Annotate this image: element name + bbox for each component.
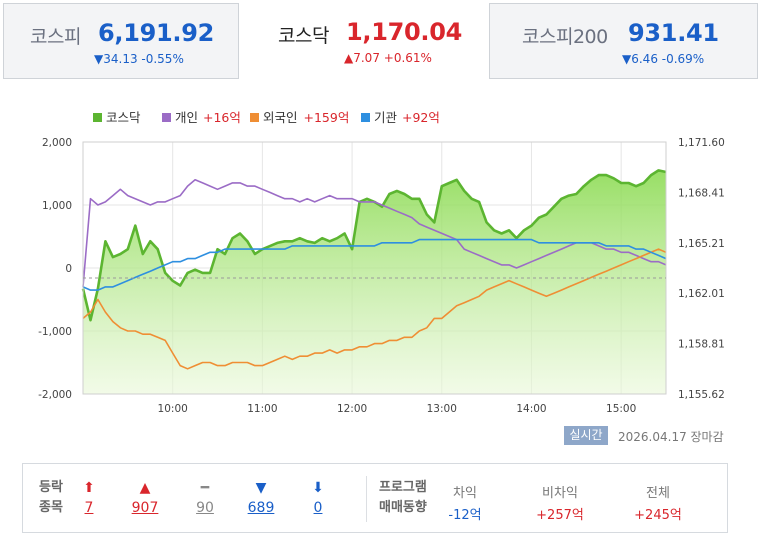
legend-value: +92억	[402, 110, 440, 125]
tab-kospi[interactable]: 코스피 6,191.92 ▼34.13 -0.55%	[3, 3, 239, 79]
y-left-tick: -1,000	[38, 326, 72, 338]
breadth-heading-line2: 종목	[39, 500, 63, 515]
panel-divider	[366, 476, 367, 522]
y-right-tick: 1,165.21	[678, 238, 725, 250]
legend-label: 개인	[175, 110, 198, 125]
decline-icon: ▼	[255, 480, 267, 496]
market-breadth-panel: 등락 종목 ⬆ 7 ▲ 907 ━ 90 ▼ 689 ⬇ 0 프로그램 매매동향 차익 -12억 비차…	[22, 463, 728, 533]
legend-label: 기관	[374, 110, 398, 125]
legend-swatch	[250, 113, 259, 122]
program-label: 비차익	[542, 486, 578, 501]
chart-axes: 2,000 1,000 0 -1,000 -2,000 1,171.60 1,168.41 1…	[38, 137, 725, 415]
tab-kospi200[interactable]: 코스피200 931.41 ▼6.46 -0.69%	[489, 3, 758, 79]
legend-value: +159억	[304, 110, 350, 125]
program-heading-line2: 매매동향	[379, 500, 427, 515]
legend-swatch	[361, 113, 370, 122]
x-tick: 12:00	[337, 403, 367, 415]
advance-icon: ▲	[139, 480, 151, 496]
legend-swatch	[162, 113, 171, 122]
investor-trend-chart: 2,000 1,000 0 -1,000 -2,000 1,171.60 1,168.41 1…	[38, 110, 725, 415]
y-left-tick: 2,000	[42, 137, 72, 149]
y-right-tick: 1,158.81	[678, 339, 725, 351]
index-tabs: 코스피 6,191.92 ▼34.13 -0.55% 코스닥 1,170.04 …	[0, 0, 761, 82]
x-tick: 15:00	[606, 403, 636, 415]
breadth-heading: 등락 종목	[39, 478, 63, 518]
tab-kosdaq[interactable]: 코스닥 1,170.04 ▲7.07 +0.61%	[240, 3, 488, 79]
breadth-count-link[interactable]: 90	[196, 500, 214, 516]
close-timestamp: 2026.04.17 장마감	[618, 430, 724, 444]
y-right-tick: 1,162.01	[678, 288, 725, 300]
chart-lines	[81, 169, 667, 370]
y-right-tick: 1,155.62	[678, 389, 725, 401]
realtime-badge[interactable]: 실시간	[564, 426, 608, 445]
program-value: +257억	[536, 508, 584, 523]
y-right-tick: 1,171.60	[678, 137, 725, 149]
y-right-tick: 1,168.41	[678, 187, 725, 199]
series-line-3	[82, 238, 667, 291]
program-label: 차익	[453, 486, 477, 501]
legend-label: 코스닥	[106, 110, 141, 125]
tab-kosdaq-name: 코스닥	[278, 25, 329, 47]
kosdaq-area	[83, 170, 666, 394]
x-tick: 14:00	[516, 403, 546, 415]
legend-label: 외국인	[263, 110, 298, 125]
tab-kospi200-change: ▼6.46 -0.69%	[622, 52, 705, 66]
program-label: 전체	[646, 486, 670, 501]
tab-kospi200-value: 931.41	[628, 19, 719, 47]
tab-kospi-change: ▼34.13 -0.55%	[94, 52, 184, 66]
breadth-heading-line1: 등락	[39, 480, 63, 495]
program-value: -12억	[448, 508, 482, 523]
y-left-tick: 1,000	[42, 200, 72, 212]
program-heading-line1: 프로그램	[379, 480, 427, 495]
x-tick: 13:00	[427, 403, 457, 415]
kosdaq-area-fill	[83, 170, 666, 394]
y-left-tick: -2,000	[38, 389, 72, 401]
breadth-count-link[interactable]: 907	[131, 500, 159, 516]
breadth-count-link[interactable]: 689	[247, 500, 275, 516]
tab-kosdaq-change: ▲7.07 +0.61%	[344, 51, 432, 65]
x-tick: 10:00	[158, 403, 188, 415]
program-heading: 프로그램 매매동향	[379, 478, 427, 518]
upper-limit-icon: ⬆	[83, 480, 95, 496]
series-line-1	[82, 179, 667, 287]
chart-legend: 코스닥 개인 +16억 외국인 +159억 기관 +92억	[93, 110, 440, 125]
breadth-count-link[interactable]: 0	[313, 500, 323, 516]
tab-kospi-name: 코스피	[30, 26, 81, 48]
series-line-2	[82, 248, 667, 370]
tab-kospi-value: 6,191.92	[98, 19, 215, 47]
tab-kospi200-name: 코스피200	[522, 26, 608, 48]
legend-swatch	[93, 113, 102, 122]
y-left-tick: 0	[65, 263, 72, 275]
legend-value: +16억	[203, 110, 241, 125]
plot-frame	[82, 141, 667, 395]
unchanged-icon: ━	[200, 480, 210, 496]
breadth-count-link[interactable]: 7	[84, 500, 94, 516]
x-tick: 11:00	[247, 403, 277, 415]
lower-limit-icon: ⬇	[312, 480, 324, 496]
tab-kosdaq-value: 1,170.04	[346, 18, 463, 46]
program-value: +245억	[634, 508, 682, 523]
